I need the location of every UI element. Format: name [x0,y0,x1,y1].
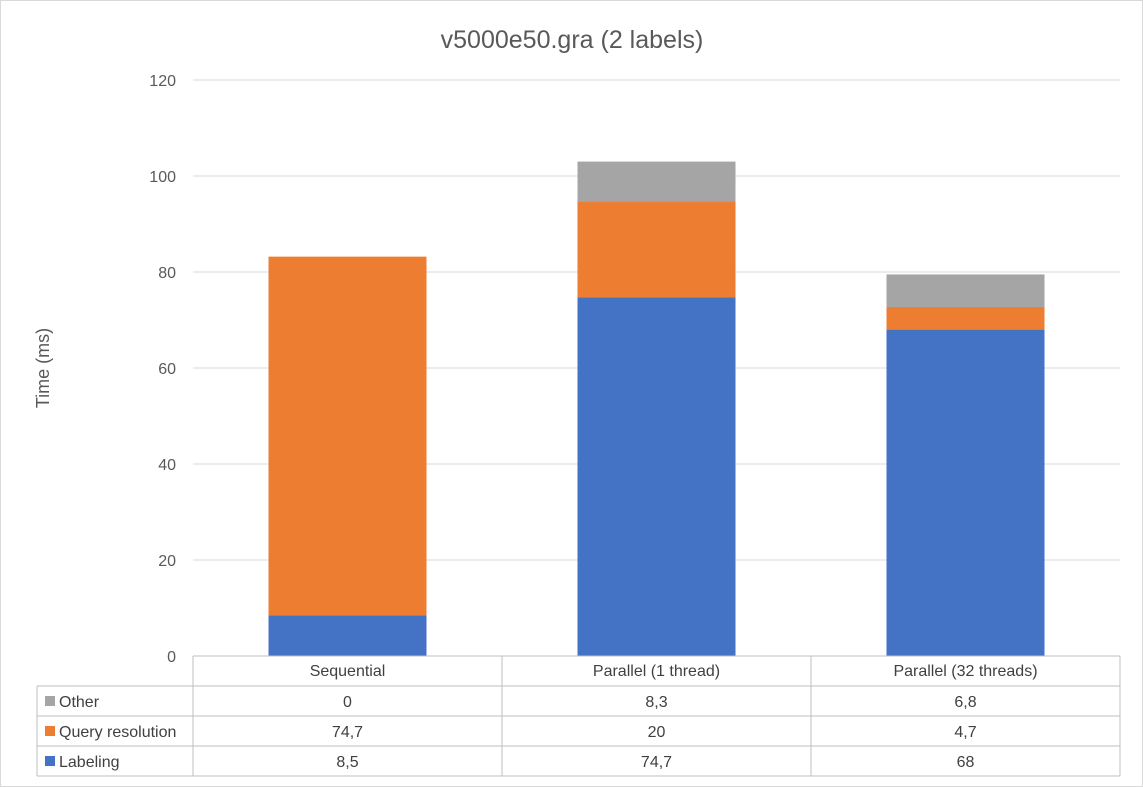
table-value: 74,7 [332,724,363,741]
legend-series-name: Query resolution [59,724,176,741]
legend-series-name: Labeling [59,754,120,771]
y-axis-label: Time (ms) [33,328,53,408]
bar-segment-query-resolution [577,201,736,298]
table-value: 68 [957,754,975,771]
bar-segment-query-resolution [268,256,427,616]
bar-segment-query-resolution [886,307,1045,330]
bar-segment-labeling [268,615,427,656]
table-value: 8,5 [336,754,358,771]
table-value: 0 [343,694,352,711]
legend-series-name: Other [59,694,100,711]
bar-segment-labeling [886,329,1045,656]
y-tick-label: 120 [149,73,176,90]
x-category-label: Sequential [310,663,386,680]
legend-key [45,726,55,736]
y-tick-label: 100 [149,169,176,186]
table-value: 6,8 [954,694,976,711]
bar-segment-other [886,274,1045,308]
bar-segment-labeling [577,297,736,656]
table-value: 74,7 [641,754,672,771]
x-category-label: Parallel (32 threads) [893,663,1037,680]
chart-title: v5000e50.gra (2 labels) [441,26,704,54]
legend-key [45,756,55,766]
bars [268,161,1045,656]
y-tick-label: 40 [158,457,176,474]
table-value: 8,3 [645,694,667,711]
y-tick-label: 60 [158,361,176,378]
y-tick-label: 0 [167,649,176,666]
x-category-label: Parallel (1 thread) [593,663,720,680]
table-value: 4,7 [954,724,976,741]
y-tick-label: 80 [158,265,176,282]
y-tick-label: 20 [158,553,176,570]
table-value: 20 [648,724,666,741]
data-table: Sequential Parallel (1 thread) Parallel (3… [36,655,1121,777]
bar-segment-other [577,161,736,202]
legend-key [45,696,55,706]
y-axis-ticks: 0 20 40 60 80 100 120 [149,73,176,666]
